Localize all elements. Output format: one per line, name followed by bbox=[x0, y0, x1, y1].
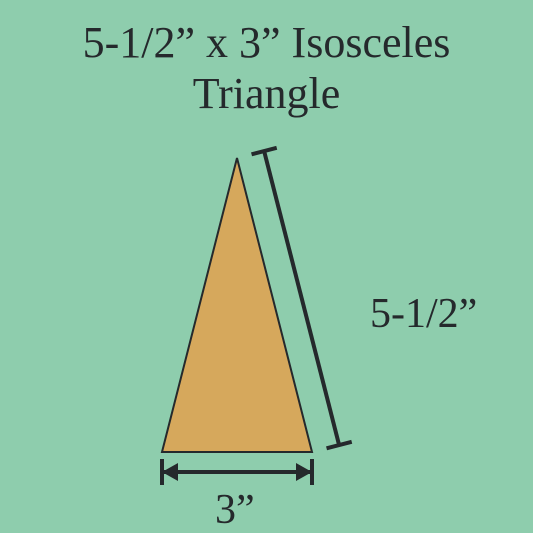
base-dimension-label: 3” bbox=[215, 486, 255, 534]
base-dimension-arrow-right bbox=[296, 463, 312, 481]
diagram-canvas: 5-1/2” x 3” Isosceles Triangle 5-1/2” 3” bbox=[0, 0, 533, 533]
side-dimension-label: 5-1/2” bbox=[370, 290, 477, 338]
base-dimension-arrow-left bbox=[162, 463, 178, 481]
isosceles-triangle bbox=[162, 158, 312, 452]
diagram-svg bbox=[0, 0, 533, 533]
